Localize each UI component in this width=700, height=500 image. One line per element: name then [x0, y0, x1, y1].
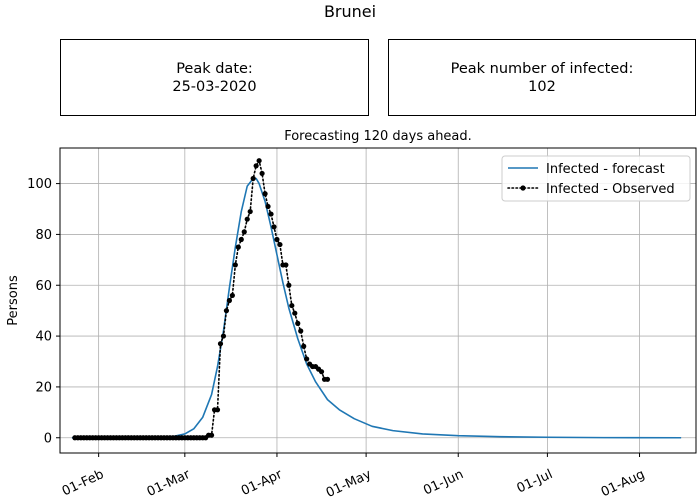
observed-point — [220, 333, 227, 339]
x-tick-label: 01-Apr — [239, 467, 285, 499]
x-tick-label: 01-Aug — [599, 467, 647, 500]
forecast-line — [71, 177, 682, 439]
observed-point — [268, 211, 274, 217]
x-tick-label: 01-May — [324, 467, 374, 500]
peak-date-label: Peak date: — [176, 60, 253, 77]
observed-point — [238, 236, 244, 243]
legend-label: Infected - forecast — [546, 162, 665, 177]
peak-date-value: 25-03-2020 — [172, 78, 257, 95]
observed-point — [259, 170, 265, 177]
observed-point — [217, 341, 224, 347]
x-tick-label: 01-Jul — [515, 467, 555, 497]
observed-point — [318, 369, 325, 375]
observed-point — [241, 229, 247, 235]
x-tick-label: 01-Feb — [60, 467, 106, 499]
y-tick-label: 100 — [27, 177, 52, 192]
y-tick-label: 60 — [35, 279, 52, 294]
observed-point — [223, 308, 230, 314]
observed-point — [256, 158, 262, 164]
observed-point — [235, 244, 241, 250]
observed-point — [301, 343, 307, 349]
observed-point — [262, 191, 268, 197]
observed-point — [226, 297, 233, 304]
y-axis-label: Persons — [6, 275, 21, 326]
observed-point — [298, 328, 304, 334]
observed-point — [283, 262, 289, 268]
x-tick-label: 01-Jun — [421, 467, 466, 498]
peak-infected-box: Peak number of infected: 102 — [388, 39, 696, 116]
observed-point — [229, 292, 235, 299]
peak-infected-value: 102 — [528, 78, 556, 95]
observed-point — [232, 262, 238, 268]
figure-title: Brunei — [323, 2, 377, 21]
y-tick-label: 80 — [35, 228, 52, 243]
y-tick-label: 0 — [44, 431, 52, 446]
observed-point — [244, 216, 250, 222]
observed-point — [214, 407, 221, 413]
legend-observed-marker — [520, 185, 526, 191]
observed-point — [265, 203, 271, 210]
x-tick-label: 01-Mar — [145, 467, 193, 500]
y-tick-label: 20 — [35, 380, 52, 395]
legend-label: Infected - Observed — [546, 182, 675, 197]
y-tick-label: 40 — [35, 330, 52, 345]
chart-title: Forecasting 120 days ahead. — [284, 129, 472, 144]
observed-point — [271, 224, 277, 230]
observed-point — [295, 320, 301, 326]
peak-date-box: Peak date: 25-03-2020 — [60, 39, 369, 116]
observed-point — [208, 432, 215, 438]
observed-point — [324, 376, 331, 382]
peak-infected-label: Peak number of infected: — [450, 60, 634, 77]
observed-line — [74, 159, 329, 439]
observed-point — [286, 282, 292, 288]
observed-point — [247, 208, 253, 215]
legend-box — [501, 155, 691, 202]
plot-frame — [59, 147, 697, 454]
observed-point — [250, 175, 256, 182]
observed-point — [274, 236, 280, 243]
observed-point — [253, 163, 259, 169]
observed-point — [304, 356, 310, 362]
observed-point — [289, 302, 295, 309]
observed-point — [292, 310, 298, 316]
observed-point — [277, 241, 283, 248]
